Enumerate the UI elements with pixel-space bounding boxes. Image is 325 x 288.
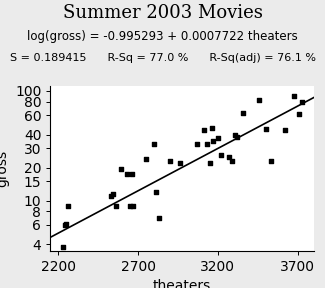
Point [201, 128, 206, 132]
Point [156, 215, 162, 220]
Point [124, 172, 130, 176]
Point [234, 135, 240, 139]
Point [110, 192, 115, 196]
Point [113, 203, 118, 208]
Point [60, 244, 66, 249]
Point [195, 141, 200, 146]
Text: Summer 2003 Movies: Summer 2003 Movies [62, 4, 263, 22]
Point [233, 132, 238, 137]
Point [144, 157, 149, 161]
Point [204, 141, 209, 146]
Y-axis label: gross: gross [0, 150, 9, 187]
Point [297, 111, 302, 116]
Point [300, 99, 305, 104]
Point [211, 139, 216, 143]
Point [153, 190, 158, 194]
Point [292, 94, 297, 98]
Text: log(gross) = -0.995293 + 0.0007722 theaters: log(gross) = -0.995293 + 0.0007722 theat… [27, 30, 298, 43]
Point [64, 222, 69, 226]
Point [127, 203, 133, 208]
Point [230, 159, 235, 163]
Point [218, 153, 224, 157]
Point [241, 111, 246, 115]
Point [62, 223, 67, 227]
Point [167, 159, 173, 163]
Point [65, 203, 71, 208]
Point [215, 136, 220, 141]
X-axis label: theaters: theaters [153, 279, 211, 288]
Point [268, 159, 273, 163]
Point [227, 155, 232, 159]
Point [109, 194, 114, 198]
Point [129, 172, 134, 176]
Point [131, 203, 136, 208]
Point [263, 127, 268, 131]
Text: S = 0.189415      R-Sq = 77.0 %      R-Sq(adj) = 76.1 %: S = 0.189415 R-Sq = 77.0 % R-Sq(adj) = 7… [9, 53, 316, 63]
Point [177, 161, 182, 165]
Point [151, 141, 157, 146]
Point [282, 128, 288, 132]
Point [209, 126, 214, 130]
Point [257, 98, 262, 102]
Point [118, 166, 123, 171]
Point [207, 161, 213, 165]
